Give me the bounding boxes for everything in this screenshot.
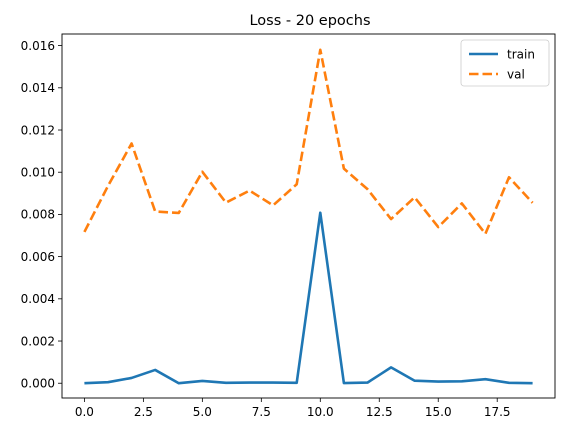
y-tick-label: 0.010 bbox=[21, 166, 55, 180]
x-tick-label: 2.5 bbox=[134, 405, 153, 419]
x-tick-label: 0.0 bbox=[75, 405, 94, 419]
y-tick-label: 0.012 bbox=[21, 123, 55, 137]
legend: train val bbox=[460, 39, 550, 87]
chart-title: Loss - 20 epochs bbox=[249, 13, 370, 29]
axes-frame bbox=[61, 33, 556, 399]
y-tick-label: 0.002 bbox=[21, 334, 55, 348]
series-line-val bbox=[83, 48, 534, 236]
plot-area bbox=[83, 48, 534, 385]
x-tick-label: 5.0 bbox=[193, 405, 212, 419]
x-tick-label: 17.5 bbox=[484, 405, 511, 419]
legend-label-val: val bbox=[507, 67, 525, 81]
x-tick-label: 10.0 bbox=[307, 405, 334, 419]
legend-box bbox=[460, 39, 550, 87]
x-tick-label: 12.5 bbox=[366, 405, 393, 419]
x-tick-label: 15.0 bbox=[425, 405, 452, 419]
y-tick-label: 0.004 bbox=[21, 292, 55, 306]
series-line-train bbox=[84, 211, 533, 385]
y-tick-label: 0.016 bbox=[21, 39, 55, 53]
x-tick-label: 7.5 bbox=[252, 405, 271, 419]
y-axis: 0.000 0.002 0.004 0.006 0.008 0.010 0.012 0.014… bbox=[21, 39, 62, 391]
y-tick-label: 0.000 bbox=[21, 377, 55, 391]
y-tick-label: 0.014 bbox=[21, 81, 55, 95]
x-axis: 0.0 2.5 5.0 7.5 10.0 12.5 15.0 17.5 bbox=[75, 398, 511, 419]
y-tick-label: 0.008 bbox=[21, 208, 55, 222]
y-tick-label: 0.006 bbox=[21, 250, 55, 264]
legend-label-train: train bbox=[507, 47, 535, 61]
